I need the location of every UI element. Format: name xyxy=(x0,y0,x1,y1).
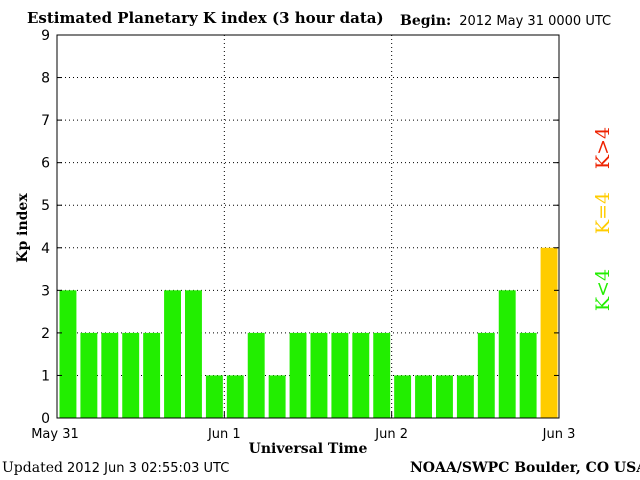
kp-bar xyxy=(205,375,223,418)
x-axis-title: Universal Time xyxy=(249,441,368,457)
kp-bar xyxy=(394,375,412,418)
chart-title: Estimated Planetary K index (3 hour data… xyxy=(27,9,384,27)
y-tick-label: 3 xyxy=(41,283,50,299)
kp-bar xyxy=(540,247,558,418)
x-tick-label: May 31 xyxy=(31,427,79,442)
begin-value: 2012 May 31 0000 UTC xyxy=(459,14,612,29)
updated-value: 2012 Jun 3 02:55:03 UTC xyxy=(66,461,230,476)
y-tick-label: 6 xyxy=(41,156,50,172)
x-tick-label: Jun 2 xyxy=(374,427,408,442)
kp-bar xyxy=(122,332,140,418)
y-tick-label: 1 xyxy=(41,368,50,384)
updated-timestamp: Updated 2012 Jun 3 02:55:03 UTC xyxy=(2,460,229,476)
legend-item: K>4 xyxy=(592,127,614,169)
legend: K<4 K=4 K>4 xyxy=(592,127,614,311)
kp-bar xyxy=(143,332,161,418)
kp-bar xyxy=(436,375,453,418)
y-tick-label: 5 xyxy=(41,198,50,214)
kp-bar xyxy=(477,332,495,418)
kp-bar xyxy=(226,375,244,418)
x-tick-label: Jun 1 xyxy=(207,427,241,442)
legend-item: K=4 xyxy=(592,192,614,234)
y-tick-label: 7 xyxy=(41,113,50,129)
y-axis-title: Kp index xyxy=(15,193,31,263)
kp-bar xyxy=(101,332,119,418)
plot-frame xyxy=(56,34,560,419)
data-source: NOAA/SWPC Boulder, CO USA xyxy=(410,460,640,476)
y-tick-label: 0 xyxy=(41,411,50,427)
y-tick-label: 8 xyxy=(41,71,50,87)
y-tick-label: 4 xyxy=(41,241,50,257)
x-axis: May 31 Jun 1 Jun 2 Jun 3 xyxy=(31,412,575,442)
kp-bar xyxy=(59,290,77,418)
x-tick-label: Jun 3 xyxy=(542,427,576,442)
begin-date: Begin: 2012 May 31 0000 UTC xyxy=(400,13,611,29)
kp-bar xyxy=(185,290,202,418)
kp-bar xyxy=(456,375,474,418)
kp-bar xyxy=(373,332,391,418)
y-tick-label: 9 xyxy=(41,28,50,44)
kp-bar xyxy=(268,375,286,418)
kp-bar xyxy=(164,290,181,418)
y-tick-label: 2 xyxy=(41,326,50,342)
begin-label: Begin: xyxy=(400,13,452,29)
kp-bar xyxy=(498,290,516,418)
kp-bar xyxy=(80,332,98,418)
kp-bar xyxy=(331,332,349,418)
kp-bar xyxy=(289,332,307,418)
kp-bar xyxy=(519,332,537,418)
kp-bar xyxy=(352,332,370,418)
kp-bar xyxy=(415,375,432,418)
y-axis: 0 1 2 3 4 5 6 7 8 9 xyxy=(41,28,559,427)
updated-label: Updated xyxy=(2,460,63,476)
bars xyxy=(59,247,558,418)
legend-item: K<4 xyxy=(592,269,614,311)
kp-bar xyxy=(247,332,265,418)
kp-bar xyxy=(310,332,328,418)
